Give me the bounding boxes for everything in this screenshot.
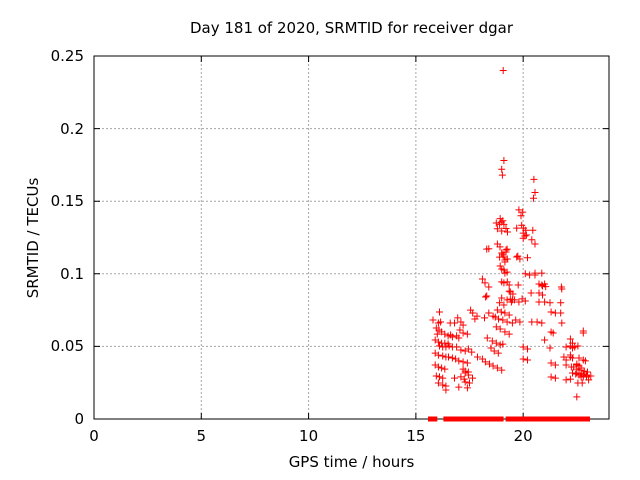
x-tick-label: 20 <box>513 427 533 445</box>
x-tick-label: 5 <box>196 427 207 445</box>
y-tick-label: 0.1 <box>60 264 84 283</box>
chart-title: Day 181 of 2020, SRMTID for receiver dga… <box>189 19 514 37</box>
plot-border <box>93 55 610 420</box>
y-tick-label: 0.2 <box>60 119 84 138</box>
y-tick-label: 0.05 <box>50 337 84 356</box>
y-tick-label: 0.15 <box>50 192 84 211</box>
x-tick-label: 15 <box>406 427 426 445</box>
x-tick-label: 0 <box>89 427 99 445</box>
zero-markers <box>428 416 590 422</box>
y-tick-label: 0.25 <box>50 47 84 65</box>
scatter-points <box>429 67 595 401</box>
y-tick-label: 0 <box>74 410 84 428</box>
x-axis-label: GPS time / hours <box>288 453 415 471</box>
x-tick-label: 10 <box>299 427 319 445</box>
